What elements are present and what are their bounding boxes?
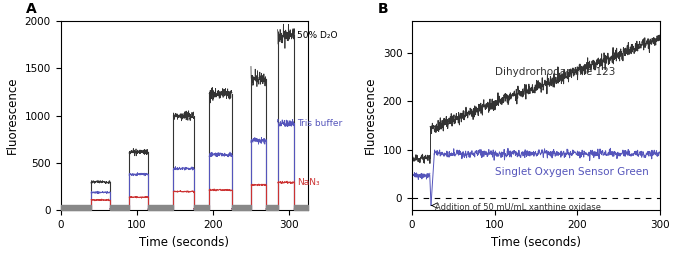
Y-axis label: Fluorescence: Fluorescence [6,77,19,154]
Text: Addition of 50 mU/mL xanthine oxidase: Addition of 50 mU/mL xanthine oxidase [435,202,601,211]
Bar [148,205,173,210]
Text: A: A [26,2,36,17]
X-axis label: Time (seconds): Time (seconds) [139,236,229,249]
Text: Tris buffer: Tris buffer [297,119,342,128]
Text: NaN₃: NaN₃ [297,178,319,187]
Text: Dihydrorhodamine 123: Dihydrorhodamine 123 [495,67,615,77]
Bar [294,205,308,210]
Y-axis label: Fluorescence: Fluorescence [364,77,377,154]
Bar [267,205,278,210]
Bar [110,205,129,210]
Text: B: B [378,2,388,17]
Text: 50% D₂O: 50% D₂O [297,31,337,40]
Bar [61,205,91,210]
Text: Singlet Oxygen Sensor Green: Singlet Oxygen Sensor Green [495,166,648,176]
Bar [194,205,209,210]
Bar [232,205,251,210]
X-axis label: Time (seconds): Time (seconds) [491,236,581,249]
